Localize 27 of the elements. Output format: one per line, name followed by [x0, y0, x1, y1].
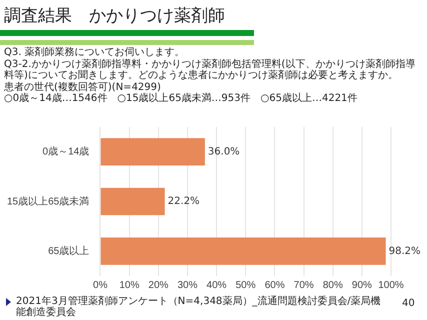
x-tick-label: 20%	[148, 280, 169, 291]
x-tick-label: 80%	[322, 280, 343, 291]
chart-title: 調査結果 かかりつけ薬剤師	[4, 5, 225, 27]
data-label: 22.2%	[168, 196, 200, 208]
x-tick-label: 60%	[264, 280, 285, 291]
text: Q3. 薬剤師業務についてお伺いします。	[4, 47, 186, 58]
y-tick-label: 15歳以上65歳未満	[6, 195, 90, 208]
x-tick-label: 30%	[177, 280, 198, 291]
x-tick-label: 100%	[378, 280, 404, 291]
x-tick-label: 0%	[93, 280, 108, 291]
bar	[100, 188, 165, 216]
x-tick-label: 70%	[294, 280, 314, 291]
text: 2021年3月管理薬剤師アンケート（N=4,348薬局）_流通問題検討委員会/薬局機能創造委員会	[16, 296, 382, 318]
text: Q3-2.かかりつけ薬剤師指導料・かかりつけ薬剤師包括管理料(以下、かかりつけ薬剤師指導料等)についてお聞きします。どのような患者にかかりつけ薬剤師は必要と考えますか。	[4, 58, 416, 82]
x-tick-label: 50%	[236, 280, 256, 291]
text: 40	[402, 298, 415, 309]
data-label: 36.0%	[208, 146, 240, 158]
bar	[100, 238, 386, 265]
y-tick-label: 0歳～14歳	[42, 146, 90, 158]
x-tick-label: 10%	[119, 280, 140, 291]
x-tick-label: 40%	[206, 280, 227, 291]
text: 患者の世代(複数回答可)(N=4299)	[4, 82, 162, 92]
y-tick-label: 65歳以上	[48, 244, 90, 257]
text: ○0歳～14歳…1546件 ○15歳以上65歳未満…953件 ○65歳以上…4221件	[4, 93, 358, 104]
x-tick-label: 90%	[352, 280, 372, 291]
data-label: 98.2%	[388, 246, 421, 257]
bar	[100, 138, 205, 166]
